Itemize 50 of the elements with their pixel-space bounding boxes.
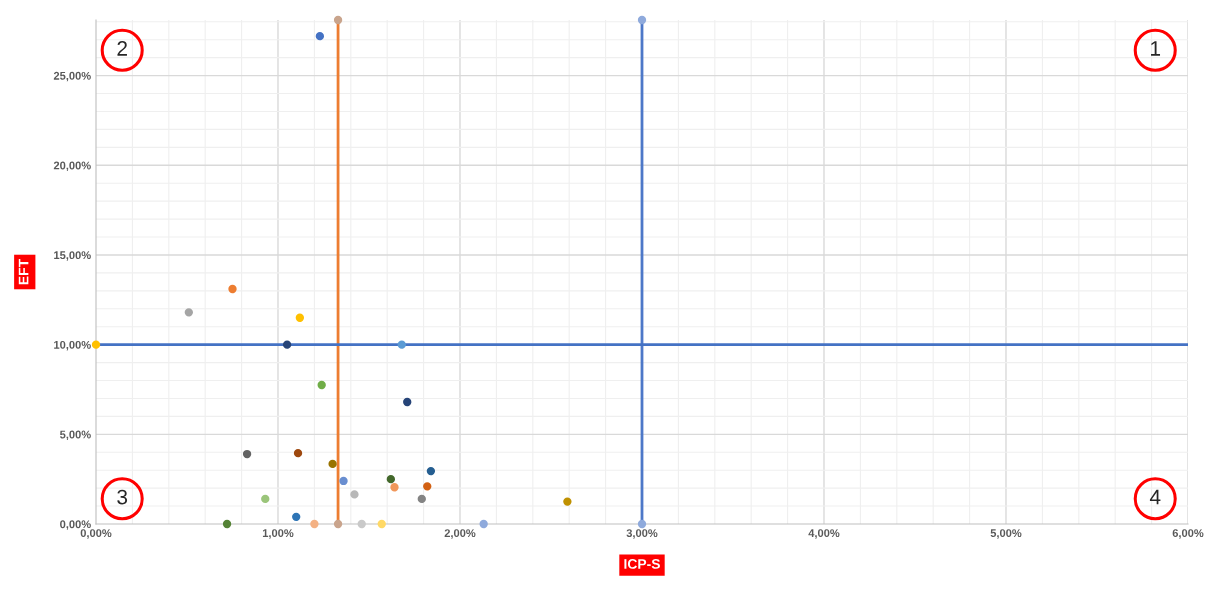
x-tick-label: 3,00%: [626, 529, 658, 539]
point: [328, 459, 337, 469]
annotation: 4: [1149, 489, 1161, 505]
point: [417, 494, 426, 504]
point: [637, 15, 647, 25]
x-tick-label: 6,00%: [1172, 529, 1204, 539]
point: [423, 482, 432, 491]
point: [295, 313, 305, 322]
x-tick-label: 2,00%: [444, 529, 476, 539]
y-tick-label: 0,00%: [60, 520, 91, 530]
point: [184, 308, 193, 317]
x-tick-label: 0,00%: [80, 529, 112, 539]
point: [333, 15, 343, 25]
point: [426, 466, 436, 476]
y-tick-label: 10,00%: [54, 340, 91, 351]
annotation: 3: [117, 489, 128, 505]
point: [637, 519, 647, 529]
point: [317, 380, 326, 390]
y-axis-title: EFT: [18, 259, 29, 285]
x-tick-label: 5,00%: [990, 529, 1022, 539]
point: [357, 519, 366, 529]
point: [292, 512, 301, 521]
y-tick-label: 20,00%: [53, 161, 91, 172]
point: [228, 284, 237, 294]
y-tick-label: 15,00%: [54, 251, 91, 261]
point: [310, 519, 319, 529]
x-tick-label: 1,00%: [262, 529, 294, 539]
point: [293, 448, 303, 458]
point: [397, 340, 406, 349]
point: [339, 476, 348, 486]
point: [403, 397, 412, 407]
point: [479, 519, 488, 529]
point: [386, 474, 396, 484]
point: [315, 31, 325, 41]
point: [242, 449, 252, 459]
annotation: 2: [117, 41, 127, 56]
point: [222, 519, 232, 529]
x-axis-title: ICP-S: [624, 559, 660, 569]
point: [282, 340, 292, 349]
point: [377, 519, 386, 529]
point: [261, 494, 270, 504]
y-tick-label: 5,00%: [59, 430, 91, 441]
point: [333, 519, 343, 529]
point: [390, 483, 399, 492]
point: [91, 340, 101, 349]
point: [563, 497, 572, 506]
y-tick-label: 25,00%: [53, 71, 91, 82]
x-tick-label: 4,00%: [808, 529, 840, 539]
point: [350, 490, 359, 499]
annotation: 1: [1151, 41, 1161, 56]
